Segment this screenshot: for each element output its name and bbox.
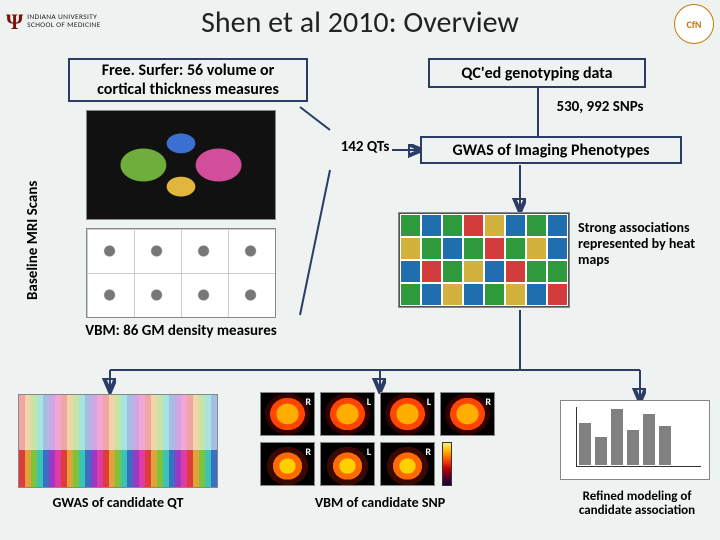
snps-label: 530, 992 SNPs — [500, 98, 700, 116]
freesurfer-text: Free. Surfer: 56 volume or cortical thic… — [76, 61, 300, 99]
colorbar — [442, 442, 452, 486]
manhattan-panel — [18, 394, 218, 488]
gwas-candidate-label: GWAS of candidate QT — [18, 494, 218, 511]
baseline-label: Baseline MRI Scans — [24, 181, 42, 300]
gmdensity-image — [86, 228, 276, 318]
heatmap-note: Strong associations represented by heat … — [578, 220, 706, 268]
vbm-measures-label: VBM: 86 GM density measures — [56, 322, 306, 340]
gwas-box: GWAS of Imaging Phenotypes — [420, 136, 682, 164]
freesurfer-box: Free. Surfer: 56 volume or cortical thic… — [68, 58, 308, 102]
vbm-candidate-label: VBM of candidate SNP — [260, 494, 500, 511]
bar-chart-panel — [560, 400, 710, 480]
refined-label: Refined modeling of candidate associatio… — [556, 490, 718, 519]
genotyping-text: QC'ed genotyping data — [461, 64, 612, 83]
gwas-text: GWAS of Imaging Phenotypes — [452, 141, 649, 160]
qts-label: 142 QTs — [330, 138, 400, 156]
brainseg-image — [86, 110, 276, 220]
heatmap-panel — [398, 212, 570, 308]
genotyping-box: QC'ed genotyping data — [428, 58, 646, 88]
page-title: Shen et al 2010: Overview — [0, 4, 720, 41]
brain-thumbs-panel: R L L R R L R — [260, 392, 510, 492]
